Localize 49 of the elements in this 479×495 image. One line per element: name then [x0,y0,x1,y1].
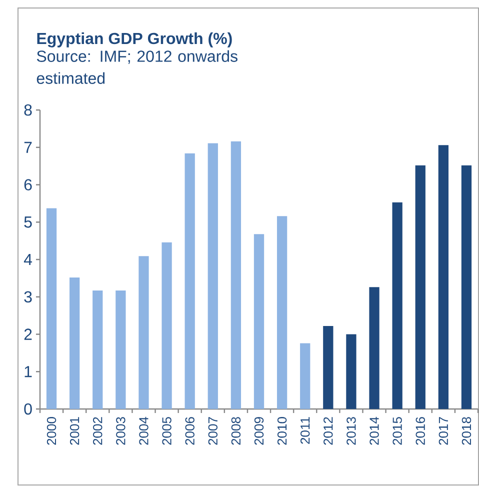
x-tick-label: 2012 [324,417,333,445]
bar [323,326,334,409]
x-tick-label: 2016 [416,417,425,445]
x-tick-label: 2018 [462,417,472,445]
bar [208,143,218,409]
bar [461,165,472,409]
x-tick-label: 2003 [116,417,126,445]
bar [438,145,448,409]
x-tick-label: 2000 [46,417,56,445]
chart-title: Egyptian GDP Growth (%) [37,32,232,48]
x-tick-label: 2004 [139,416,148,445]
x-tick-label: 2009 [254,417,264,445]
x-tick-label: 2008 [231,417,241,445]
bar [116,290,126,409]
bar [184,153,195,409]
bar [415,165,426,409]
bar [138,256,149,409]
bar [369,287,380,409]
y-tick-label: 5 [24,216,32,228]
x-tick-label: 2014 [370,416,379,445]
bar [230,141,242,409]
x-tick-label: 2006 [185,417,194,445]
x-tick-label: 2007 [208,417,218,445]
x-tick-label: 2011 [300,417,310,444]
bar [346,334,356,409]
y-tick-label: 6 [24,179,32,190]
y-tick-label: 3 [24,291,32,303]
bar [392,202,402,409]
bar [46,208,57,409]
y-tick-label: 0 [24,403,32,415]
y-tick-label: 2 [24,328,32,340]
y-tick-label: 7 [24,142,32,153]
x-tick-label: 2013 [346,417,356,445]
x-tick-label: 2001 [70,417,80,445]
bar [254,234,264,409]
bar [276,216,288,409]
x-tick-label: 2017 [438,417,448,445]
y-tick-label: 4 [24,254,32,266]
bar [92,290,103,409]
source-note: Source: IMF; 2012 onwards estimated [36,50,238,84]
bar [70,277,80,409]
x-tick-label: 2010 [277,417,287,445]
x-tick-label: 2015 [392,417,402,445]
bar [162,242,172,409]
y-tick-label: 8 [24,104,32,116]
bar [300,343,310,409]
x-tick-label: 2002 [93,417,102,445]
y-tick-label: 1 [24,366,32,378]
x-tick-label: 2005 [162,417,172,445]
